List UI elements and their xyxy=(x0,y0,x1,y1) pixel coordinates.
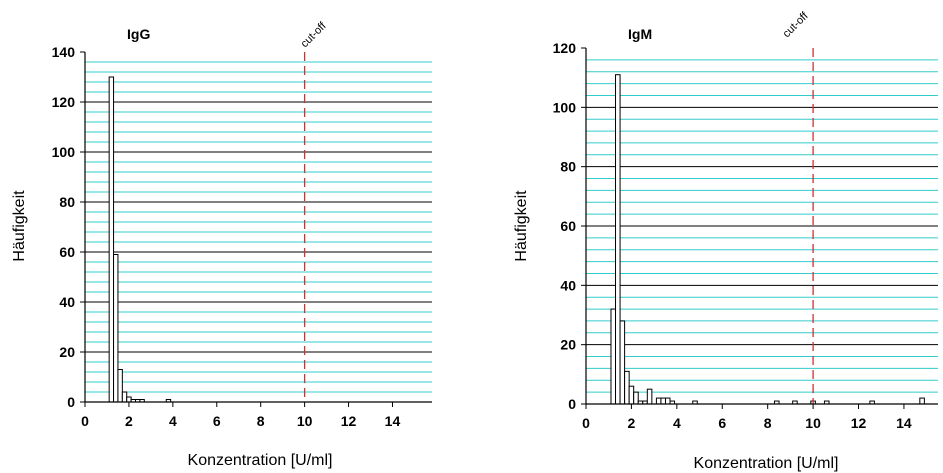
igm-y-axis-title: Häufigkeit xyxy=(513,190,530,262)
igm-y-tick-label: 80 xyxy=(560,159,576,175)
igg-x-tick-label: 14 xyxy=(385,413,401,429)
igg-y-axis-title: Häufigkeit xyxy=(11,190,28,262)
igg-x-axis-title: Konzentration [U/ml] xyxy=(188,452,333,469)
igm-x-tick-label: 2 xyxy=(628,415,636,431)
igg-x-tick-label: 12 xyxy=(341,413,357,429)
igg-bar xyxy=(126,396,132,403)
igg-y-tick-label: 80 xyxy=(59,194,75,210)
igm-bar xyxy=(660,397,666,405)
igg-y-tick-label: 20 xyxy=(59,344,75,360)
igg-y-tick-label: 0 xyxy=(67,394,75,410)
igg-x-tick-label: 10 xyxy=(297,413,313,429)
igm-y-tick-label: 60 xyxy=(560,218,576,234)
igm-bar xyxy=(664,397,671,405)
igg-y-tick-label: 140 xyxy=(52,44,76,60)
igm-x-tick-label: 4 xyxy=(673,415,681,431)
igg-bar xyxy=(117,369,123,403)
igg-bar xyxy=(121,391,128,403)
igm-bar xyxy=(628,385,635,405)
igg-y-tick-label: 100 xyxy=(52,144,76,160)
igm-chart-title: IgM xyxy=(628,26,652,42)
igm-bar xyxy=(610,308,617,405)
igm-x-tick-label: 12 xyxy=(851,415,867,431)
igg-x-tick-label: 4 xyxy=(169,413,177,429)
igg-y-tick-label: 40 xyxy=(59,294,75,310)
igg-chart-panel: 0 20 40 60 80 100 120 140 0 2 4 6 8 10 12 14 IgG cut-of… xyxy=(11,19,432,469)
igg-x-tick-label: 6 xyxy=(213,413,221,429)
igg-y-tick-label: 60 xyxy=(59,244,75,260)
igm-bar xyxy=(633,391,639,405)
igm-bar xyxy=(615,74,621,405)
igg-y-tick-label: 120 xyxy=(52,94,76,110)
igm-y-tick-label: 20 xyxy=(560,337,576,353)
igm-bar xyxy=(646,388,653,405)
igg-x-tick-label: 8 xyxy=(257,413,265,429)
igm-x-tick-label: 10 xyxy=(805,415,821,431)
igm-x-tick-label: 0 xyxy=(582,415,590,431)
igm-bar xyxy=(624,370,630,405)
igg-chart-title: IgG xyxy=(127,26,150,42)
igm-chart-panel: 0 20 40 60 80 100 120 0 2 4 6 8 10 12 14 IgM cut-off H… xyxy=(513,9,938,472)
igg-cutoff-label: cut-off xyxy=(299,19,330,50)
igm-bar xyxy=(655,397,662,405)
igm-x-tick-label: 8 xyxy=(764,415,772,431)
igm-x-axis-title: Konzentration [U/ml] xyxy=(694,455,839,472)
igm-bar xyxy=(919,397,925,405)
igg-x-tick-label: 2 xyxy=(125,413,133,429)
igm-x-tick-label: 6 xyxy=(718,415,726,431)
igg-x-tick-label: 0 xyxy=(81,413,89,429)
igm-y-tick-label: 0 xyxy=(568,396,576,412)
igm-cutoff-label: cut-off xyxy=(781,9,812,40)
igm-y-tick-label: 100 xyxy=(553,99,577,115)
igm-y-tick-label: 40 xyxy=(560,277,576,293)
igg-bar xyxy=(108,76,115,403)
igm-x-tick-label: 14 xyxy=(896,415,912,431)
igm-bar xyxy=(619,320,626,405)
igm-y-tick-label: 120 xyxy=(553,40,577,56)
igg-bar xyxy=(113,254,119,403)
